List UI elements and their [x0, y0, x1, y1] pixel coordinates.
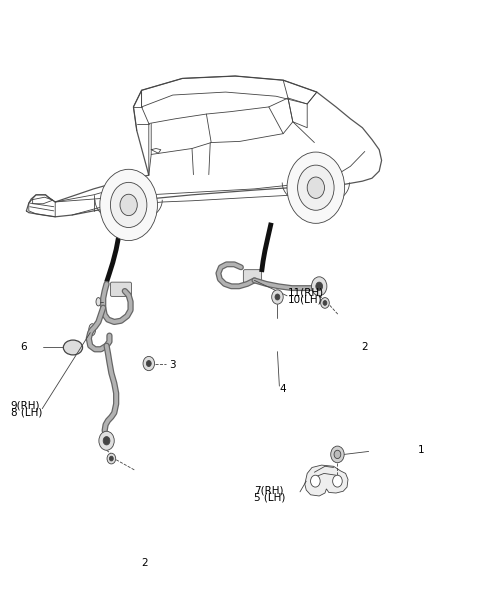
Circle shape — [311, 475, 320, 487]
Circle shape — [321, 298, 329, 308]
Text: 8 (LH): 8 (LH) — [11, 408, 42, 418]
Text: 11(RH): 11(RH) — [288, 287, 324, 297]
Circle shape — [331, 446, 344, 463]
Circle shape — [307, 177, 324, 198]
Ellipse shape — [89, 324, 96, 336]
Circle shape — [316, 282, 323, 290]
Text: 5 (LH): 5 (LH) — [254, 493, 286, 503]
Text: 4: 4 — [279, 384, 286, 394]
Circle shape — [143, 356, 155, 371]
Circle shape — [312, 277, 327, 296]
Circle shape — [120, 194, 137, 216]
Circle shape — [100, 169, 157, 241]
Circle shape — [146, 361, 151, 366]
Circle shape — [333, 475, 342, 487]
Text: 7(RH): 7(RH) — [254, 485, 284, 495]
Text: 2: 2 — [361, 342, 368, 352]
Circle shape — [272, 290, 283, 304]
Circle shape — [287, 152, 345, 223]
Circle shape — [103, 437, 110, 445]
Circle shape — [99, 431, 114, 450]
Circle shape — [109, 456, 113, 461]
Polygon shape — [305, 465, 348, 496]
FancyBboxPatch shape — [243, 270, 262, 283]
Circle shape — [298, 165, 334, 210]
Circle shape — [107, 453, 116, 464]
Text: 2: 2 — [142, 558, 148, 568]
Circle shape — [334, 450, 341, 459]
Text: 10(LH): 10(LH) — [288, 295, 323, 305]
Ellipse shape — [63, 340, 83, 355]
Text: 3: 3 — [169, 361, 176, 370]
Text: 1: 1 — [418, 446, 424, 455]
Circle shape — [275, 294, 280, 300]
Ellipse shape — [96, 298, 101, 306]
FancyBboxPatch shape — [110, 282, 132, 296]
Text: 6: 6 — [20, 343, 27, 352]
Circle shape — [110, 182, 147, 228]
Circle shape — [323, 301, 327, 305]
Text: 9(RH): 9(RH) — [11, 400, 40, 410]
